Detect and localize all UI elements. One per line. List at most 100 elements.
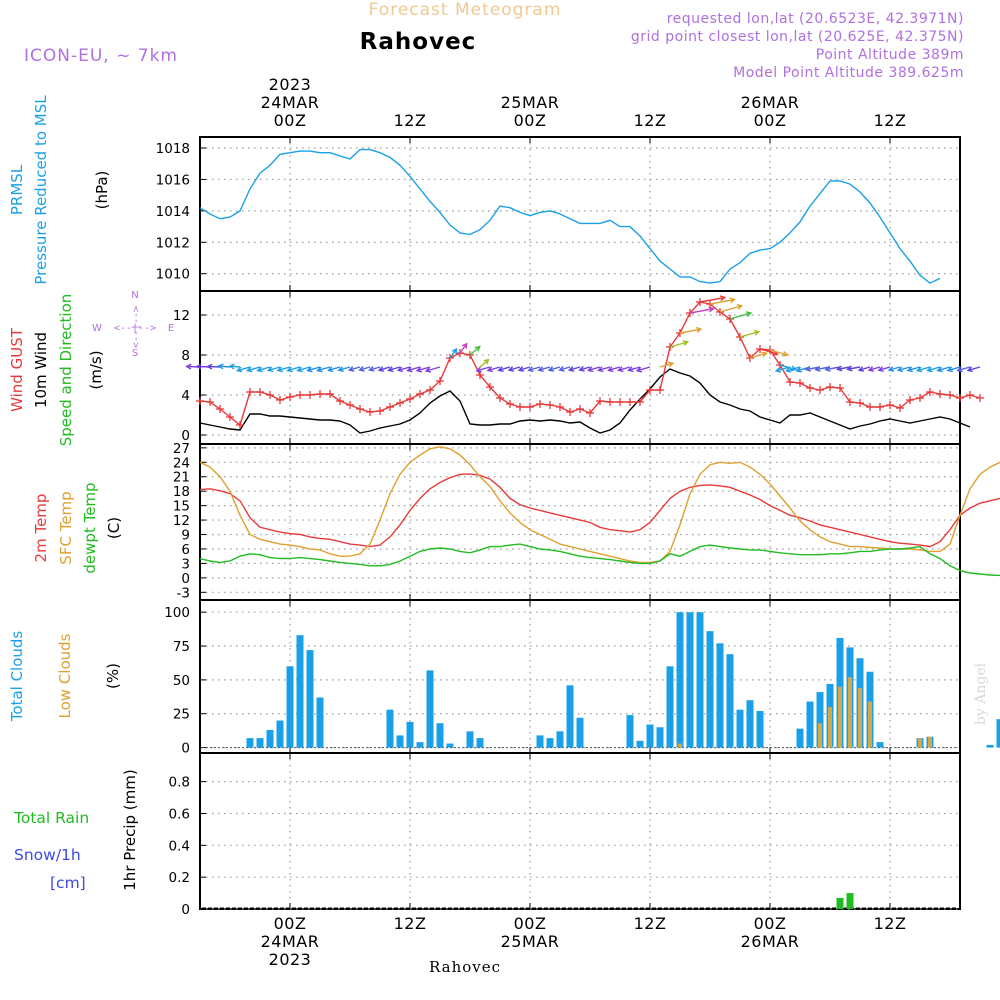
- requested-coords: requested lon,lat (20.6523E, 42.3971N): [667, 11, 964, 27]
- y-tick-label: 1018: [156, 141, 190, 157]
- wind-direction-arrow: [306, 366, 321, 373]
- y-tick-label: 12: [173, 513, 190, 529]
- rain-bar: [836, 897, 844, 909]
- low-cloud-bar: [828, 706, 832, 748]
- gust-marker: [946, 391, 954, 399]
- wind-arrow-head: [896, 366, 904, 373]
- wind-direction-arrow: [316, 366, 331, 373]
- gust-marker: [926, 388, 934, 396]
- panel-4: 0 25 50 75 100: [164, 599, 1000, 757]
- y-tick-label: 1016: [156, 172, 190, 188]
- wind-arrow-head: [627, 366, 634, 373]
- wind-direction-arrow: [679, 326, 703, 334]
- gust-marker: [576, 405, 584, 413]
- wind-arrow-shaft: [229, 365, 241, 368]
- gust-marker: [396, 399, 404, 407]
- total-cloud-bar: [386, 709, 394, 748]
- y-tick-label: 1012: [156, 235, 190, 251]
- side-label-p2: (m/s): [87, 350, 105, 389]
- wind-direction-arrow: [769, 349, 789, 357]
- wind-arrow-head: [782, 350, 789, 357]
- total-cloud-bar: [716, 643, 724, 748]
- wind-arrow-shaft: [449, 348, 458, 359]
- bottom-time-label: 26MAR: [741, 932, 800, 951]
- total-cloud-bar: [646, 724, 654, 748]
- wind-direction-arrow: [906, 366, 921, 373]
- wind-arrow-shaft: [967, 366, 981, 372]
- y-tick-label: 50: [173, 673, 190, 689]
- total-cloud-bar: [446, 743, 454, 748]
- wind-direction-arrow: [739, 329, 761, 338]
- y-tick-label: 100: [164, 605, 190, 621]
- wind-direction-arrow: [669, 340, 690, 348]
- wind-arrow-head: [306, 366, 313, 373]
- wind-direction-arrow: [256, 366, 271, 373]
- top-time-label: 24MAR: [261, 93, 320, 112]
- wind-direction-arrow: [836, 365, 851, 372]
- wind-arrow-head: [719, 295, 727, 302]
- wind-direction-arrow: [424, 366, 441, 373]
- point-altitude: Point Altitude 389m: [816, 47, 964, 63]
- side-label-p1: PRMSL: [8, 164, 26, 215]
- wind-arrow-shaft: [338, 366, 351, 371]
- wind-direction-arrow: [857, 366, 871, 372]
- wind-arrow-head: [667, 361, 675, 368]
- gust-marker: [486, 383, 494, 391]
- snow-label: Snow/1h: [14, 846, 81, 864]
- wind-arrow-head: [296, 366, 303, 373]
- y-tick-label: 75: [173, 639, 190, 655]
- wind-arrow-head: [517, 366, 525, 372]
- total-cloud-bar: [876, 742, 884, 748]
- wind-arrow-head: [708, 306, 715, 313]
- total-cloud-bar: [566, 685, 574, 748]
- total-cloud-bar: [746, 700, 754, 748]
- wind-arrow-shaft: [659, 362, 674, 368]
- wind-arrow-shaft: [459, 343, 468, 354]
- wind-arrow-shaft: [268, 366, 281, 372]
- wind-arrow-head: [814, 365, 821, 372]
- y-tick-label: 0: [181, 741, 190, 757]
- wind-arrow-head: [195, 363, 202, 370]
- wind-arrow-shaft: [359, 366, 371, 371]
- y-tick-label: 4: [181, 388, 190, 404]
- total-cloud-bar: [406, 721, 414, 748]
- wind-arrow-head: [475, 366, 482, 373]
- total-cloud-bar: [986, 744, 994, 748]
- wind-arrow-head: [276, 366, 283, 373]
- wind-direction-arrow: [206, 363, 221, 370]
- sfc-temp-line: [199, 446, 1000, 564]
- wind-arrow-shaft: [378, 366, 391, 371]
- compass-north: N: [131, 290, 138, 301]
- wind-arrow-shaft: [297, 366, 311, 372]
- wind-arrow-head: [857, 366, 865, 372]
- gust-marker: [586, 409, 594, 417]
- wind-arrow-head: [774, 366, 782, 373]
- wind-direction-arrow: [587, 366, 601, 373]
- wind-arrow-head: [916, 366, 923, 373]
- wind-arrow-shaft: [837, 366, 851, 370]
- wind-direction-arrow: [946, 366, 961, 373]
- product-title: Forecast Meteogram: [369, 0, 562, 20]
- total-cloud-bar: [756, 711, 764, 748]
- total-cloud-bar: [256, 738, 264, 748]
- wind-direction-arrow: [607, 366, 621, 373]
- wind-arrow-shaft: [636, 366, 651, 372]
- gust-marker: [816, 386, 824, 394]
- wind-direction-arrow: [824, 365, 841, 372]
- y-tick-label: 21: [173, 470, 190, 486]
- total-cloud-bar: [556, 731, 564, 748]
- total-cloud-bar: [396, 735, 404, 748]
- wind-arrow-shaft: [878, 366, 891, 371]
- total-rain-label: Total Rain: [13, 809, 89, 827]
- wind-direction-arrow: [578, 365, 591, 372]
- wind-arrow-head: [327, 366, 334, 373]
- wind-arrow-head: [617, 366, 624, 373]
- wind-arrow-shaft: [548, 366, 561, 371]
- side-label-p2: Speed and Direction: [57, 294, 75, 447]
- wind-arrow-head: [266, 366, 274, 373]
- wind-arrow-head: [396, 366, 404, 373]
- panel-1: 1010 1012 1014 1016 1018: [156, 136, 961, 292]
- gust-marker: [246, 388, 254, 396]
- side-label-p3: (C): [105, 517, 123, 539]
- gust-marker: [936, 390, 944, 398]
